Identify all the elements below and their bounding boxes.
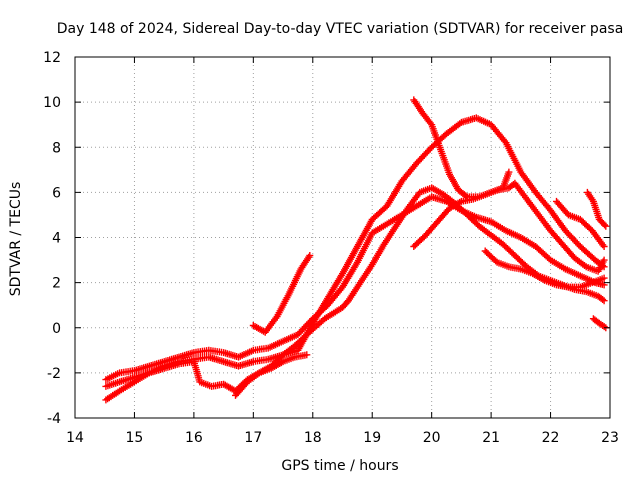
y-tick-label: 8 [52,140,61,156]
data-point [600,256,608,264]
x-tick-label: 20 [423,430,441,446]
data-point [600,274,608,282]
y-tick-label: 12 [43,50,61,66]
series-track-d [232,184,608,399]
data-point [599,296,607,303]
y-tick-label: -4 [47,411,61,427]
x-tick-label: 17 [244,430,262,446]
y-tick-label: 2 [52,276,61,292]
data-marks [102,96,610,404]
data-point [600,323,608,331]
data-point [600,243,608,250]
x-tick-label: 19 [363,430,381,446]
y-tick-label: 0 [52,321,61,337]
data-point [426,119,434,127]
series-track-e [249,252,314,336]
y-tick-label: 6 [52,185,61,201]
y-axis-label: SDTVAR / TECUs [8,182,24,297]
data-point [600,297,608,305]
data-point [505,168,513,176]
x-tick-label: 22 [542,430,560,446]
data-point [602,222,610,230]
data-point [501,137,509,145]
x-axis-label: GPS time / hours [281,458,398,474]
series-track-i [553,197,608,250]
data-point [306,252,314,259]
x-tick-label: 18 [304,430,322,446]
axis-ticks: 14 15 16 17 18 19 20 21 22 23 -4 -2 0 2 4 6 8 10 12 [43,50,619,446]
chart-title: Day 148 of 2024, Sidereal Day-to-day VTE… [57,21,624,37]
x-tick-label: 16 [185,430,203,446]
y-tick-label: 10 [43,95,61,111]
data-point [601,221,608,229]
series-track-j [583,188,610,230]
series-track-g [410,179,608,275]
x-tick-label: 23 [601,430,619,446]
data-point [303,351,311,359]
x-tick-label: 14 [66,430,84,446]
y-tick-label: -2 [47,366,61,382]
series-track-h [481,247,608,291]
x-tick-label: 21 [482,430,500,446]
y-tick-label: 4 [52,231,61,247]
x-tick-label: 15 [126,430,144,446]
